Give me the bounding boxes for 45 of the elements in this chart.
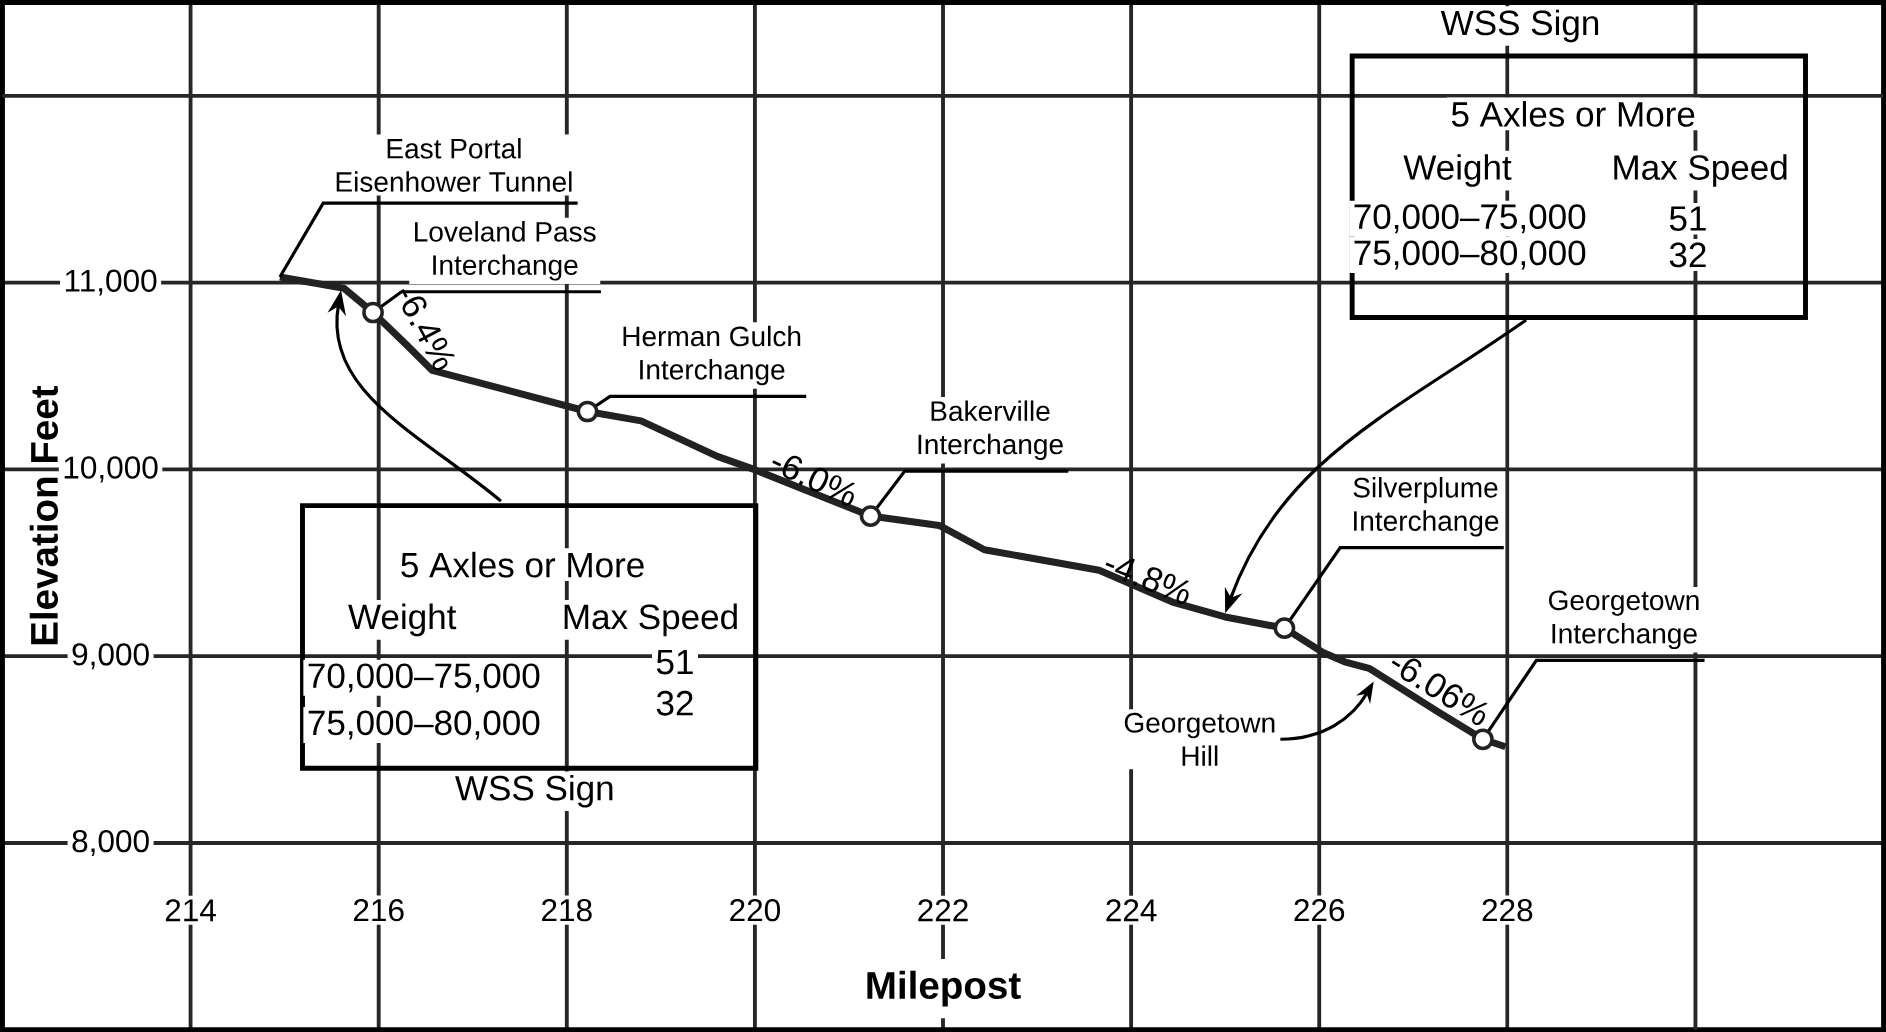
annotation: Loveland Pass Interchange	[415, 221, 596, 281]
y-axis-title: Elevation Feet	[29, 385, 59, 645]
point	[1472, 728, 1494, 751]
annotation: Weight	[348, 603, 457, 637]
annotation: Max Speed	[564, 603, 737, 637]
point	[576, 400, 599, 423]
x-tick-label: 222	[918, 899, 968, 922]
annotation: East Portal Eisenhower Tunnel	[336, 137, 572, 192]
annotation: 5 Axles or More	[401, 551, 644, 578]
x-tick-label: 214	[165, 899, 216, 922]
x-tick-label: 228	[1482, 898, 1533, 922]
x-tick-label: 224	[1106, 899, 1157, 922]
annotation: Weight	[1403, 154, 1512, 187]
annotation: 75,000–80,000	[308, 710, 540, 740]
point	[859, 505, 882, 527]
annotation: Herman Gulch Interchange	[623, 325, 801, 386]
annotation: 32	[656, 690, 693, 716]
x-axis-title: Milepost	[867, 970, 1021, 1007]
annotation: 70,000–75,000	[1354, 204, 1586, 234]
y-tick-label: 8,000	[72, 829, 149, 856]
annotation: 70,000–75,000	[308, 663, 540, 693]
annotation: -6.4%	[401, 288, 455, 371]
point	[362, 301, 384, 324]
annotation: Silverplume Interchange	[1353, 476, 1499, 537]
annotation: 5 Axles or More	[1451, 100, 1695, 127]
annotation: WSS Sign	[1440, 9, 1599, 43]
annotation: 75,000–80,000	[1354, 240, 1586, 270]
x-tick-label: 226	[1294, 898, 1345, 922]
annotation: 51	[656, 649, 693, 675]
annotation: WSS Sign	[455, 774, 613, 808]
y-tick-label: 10,000	[64, 456, 158, 483]
point	[1273, 617, 1296, 639]
annotation: Georgetown Interchange	[1549, 590, 1699, 650]
annotation: -6.0%	[772, 455, 856, 506]
y-tick-label: 9,000	[72, 643, 149, 670]
annotation: 32	[1669, 242, 1706, 268]
annotation: Georgetown Hill	[1124, 712, 1275, 766]
x-tick-label: 216	[353, 898, 404, 922]
annotation: Max Speed	[1614, 154, 1787, 187]
annotation: Bakerville Interchange	[918, 400, 1063, 460]
x-tick-label: 218	[542, 898, 592, 922]
x-tick-label: 220	[730, 898, 780, 922]
annotation: -4.8%	[1105, 558, 1190, 605]
annotation: 51	[1669, 206, 1706, 231]
y-tick-label: 11,000	[65, 269, 157, 296]
